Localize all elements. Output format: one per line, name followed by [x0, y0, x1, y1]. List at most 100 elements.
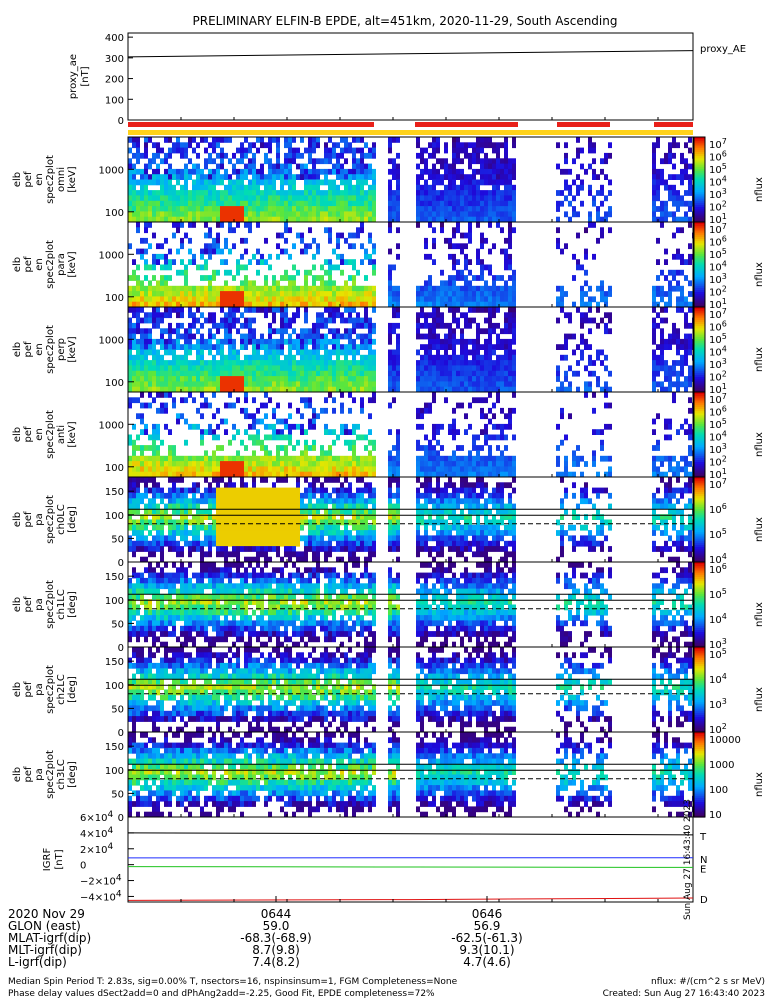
heatmap-cell [684, 190, 688, 196]
heatmap-cell [304, 439, 308, 446]
heatmap-cell [188, 200, 192, 207]
heatmap-cell [256, 338, 260, 345]
heatmap-cell [572, 370, 576, 377]
heatmap-cell [448, 370, 452, 377]
heatmap-cell [212, 519, 216, 526]
heatmap-cell [236, 301, 240, 308]
heatmap-cell [452, 200, 456, 207]
heatmap-cell [352, 381, 356, 388]
heatmap-cell [228, 137, 232, 143]
heatmap-cell [344, 349, 348, 356]
heatmap-cell [332, 142, 336, 149]
heatmap-cell [664, 423, 668, 430]
heatmap-cell [316, 275, 320, 281]
heatmap-cell [328, 328, 332, 335]
heatmap-cell [156, 546, 160, 552]
heatmap-cell [468, 461, 472, 467]
heatmap-cell [180, 365, 184, 372]
heatmap-cell [140, 206, 144, 212]
heatmap-cell [472, 370, 476, 377]
heatmap-cell [348, 184, 352, 191]
heatmap-cell [428, 455, 432, 462]
heatmap-cell [324, 471, 328, 478]
heatmap-cell [152, 354, 156, 361]
colorbar-segment [694, 436, 705, 440]
heatmap-cell [284, 381, 288, 388]
heatmap-cell [184, 535, 188, 542]
heatmap-cell [264, 291, 268, 297]
heatmap-cell [656, 466, 660, 473]
heatmap-cell [304, 211, 308, 218]
heatmap-cell [652, 179, 656, 186]
heatmap-cell [292, 471, 296, 478]
heatmap-cell [216, 376, 220, 382]
heatmap-cell [452, 301, 456, 308]
heatmap-cell [260, 461, 264, 467]
heatmap-cell [556, 296, 560, 303]
heatmap-cell [240, 264, 244, 271]
colorbar-segment [694, 457, 705, 461]
ylabel-line: elb [12, 172, 23, 187]
proxy-ae-ytick-label: 300 [105, 54, 124, 65]
heatmap-cell [448, 461, 452, 467]
heatmap-cell [136, 152, 140, 159]
heatmap-cell [368, 461, 372, 467]
heatmap-cell [228, 333, 232, 340]
proxy-ae-ytick-label: 0 [118, 116, 124, 127]
heatmap-cell [140, 237, 144, 244]
heatmap-cell [576, 307, 580, 313]
heatmap-cell [440, 285, 444, 292]
heatmap-cell [464, 466, 468, 473]
heatmap-cell [228, 200, 232, 207]
heatmap-cell [496, 376, 500, 382]
heatmap-cell [284, 142, 288, 149]
heatmap-cell [304, 269, 308, 276]
heatmap-cell [232, 540, 236, 547]
heatmap-cell [208, 524, 212, 531]
heatmap-cell [504, 381, 508, 388]
heatmap-cell [136, 195, 140, 202]
heatmap-cell [416, 301, 420, 308]
heatmap-cell [584, 291, 588, 297]
heatmap-cell [204, 243, 208, 250]
heatmap-cell [136, 301, 140, 308]
heatmap-cell [484, 386, 488, 393]
heatmap-cell [156, 179, 160, 186]
heatmap-cell [256, 386, 260, 393]
heatmap-cell [176, 461, 180, 467]
heatmap-cell [324, 280, 328, 287]
heatmap-cell [228, 477, 232, 483]
heatmap-cell [600, 386, 604, 393]
heatmap-cell [500, 455, 504, 462]
heatmap-cell [368, 450, 372, 457]
heatmap-cell [500, 423, 504, 430]
heatmap-cell [220, 163, 224, 170]
heatmap-cell [212, 333, 216, 340]
heatmap-cell [556, 243, 560, 250]
heatmap-cell [180, 243, 184, 250]
heatmap-cell [236, 296, 240, 303]
heatmap-cell [360, 360, 364, 366]
heatmap-cell [252, 301, 256, 308]
heatmap-cell [224, 296, 228, 303]
heatmap-cell [572, 206, 576, 212]
heatmap-cell [204, 232, 208, 239]
heatmap-cell [160, 381, 164, 388]
heatmap-cell [264, 344, 268, 350]
heatmap-cell [216, 285, 220, 292]
status-bar-red [415, 122, 518, 127]
heatmap-cell [588, 360, 592, 366]
heatmap-cell [564, 344, 568, 350]
heatmap-cell [296, 307, 300, 313]
heatmap-cell [284, 275, 288, 281]
heatmap-cell [140, 535, 144, 542]
heatmap-cell [272, 163, 276, 170]
heatmap-cell [132, 296, 136, 303]
colorbar-segment [694, 188, 705, 191]
colorbar-segment [694, 313, 705, 317]
heatmap-cell [452, 376, 456, 382]
heatmap-cell [248, 163, 252, 170]
heatmap-cell [140, 200, 144, 207]
heatmap-cell [572, 455, 576, 462]
